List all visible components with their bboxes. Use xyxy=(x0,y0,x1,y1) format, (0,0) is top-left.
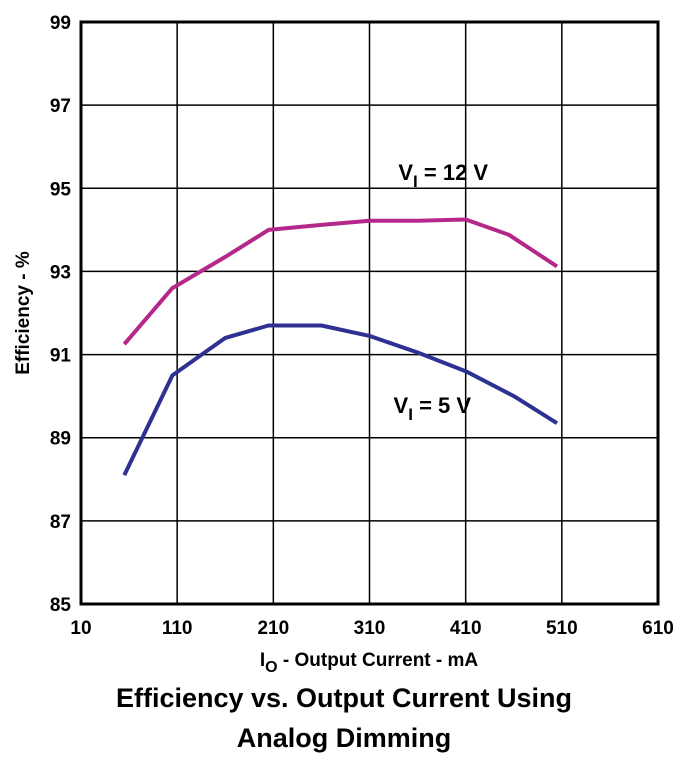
y-tick-label: 91 xyxy=(50,346,72,367)
x-tick-label: 610 xyxy=(642,618,674,639)
y-tick-label: 95 xyxy=(50,179,72,200)
x-tick-label: 210 xyxy=(257,618,289,639)
plot-frame xyxy=(79,20,660,606)
chart-title-line-2: Analog Dimming xyxy=(236,723,452,753)
series-label-5v: VI = 5 V xyxy=(394,393,472,424)
y-tick-label: 89 xyxy=(50,429,71,450)
series-label-symbol: V xyxy=(394,393,409,418)
series-label-subscript: I xyxy=(413,172,418,191)
x-tick-label: 410 xyxy=(450,618,482,639)
series-line-5v xyxy=(122,323,559,476)
chart-title-line-1: Efficiency vs. Output Current Using xyxy=(115,683,573,713)
x-axis-label-symbol: I xyxy=(260,650,265,671)
series-label-subscript: I xyxy=(408,405,413,424)
y-tick-label: 97 xyxy=(50,96,71,117)
x-tick-label: 510 xyxy=(546,618,578,639)
x-tick-label: 10 xyxy=(70,618,91,639)
x-axis-label: IO - Output Current - mA xyxy=(260,650,479,676)
x-tick-label: 310 xyxy=(354,618,386,639)
series-line-12v xyxy=(122,217,559,346)
series-annotations: VI = 12 VVI = 5 V xyxy=(394,160,489,424)
y-tick-label: 93 xyxy=(50,262,71,283)
x-axis-label-subscript: O xyxy=(265,659,277,676)
y-tick-label: 99 xyxy=(50,13,71,34)
y-axis-label: Efficiency - % xyxy=(13,251,34,375)
series-label-12v: VI = 12 V xyxy=(398,160,488,191)
series-label-value: = 12 V xyxy=(418,160,489,185)
x-tick-labels: 10 110 210 310 410 510 610 xyxy=(70,618,673,639)
series-layer xyxy=(122,217,559,476)
y-tick-label: 85 xyxy=(50,595,72,616)
y-tick-label: 87 xyxy=(50,512,71,533)
y-tick-labels: 85 87 89 91 93 95 97 99 xyxy=(50,13,72,616)
x-axis-label-text: - Output Current - mA xyxy=(278,650,479,671)
series-label-value: = 5 V xyxy=(413,393,471,418)
x-tick-label: 110 xyxy=(162,618,193,639)
grid-lines xyxy=(80,21,659,605)
series-label-symbol: V xyxy=(398,160,413,185)
